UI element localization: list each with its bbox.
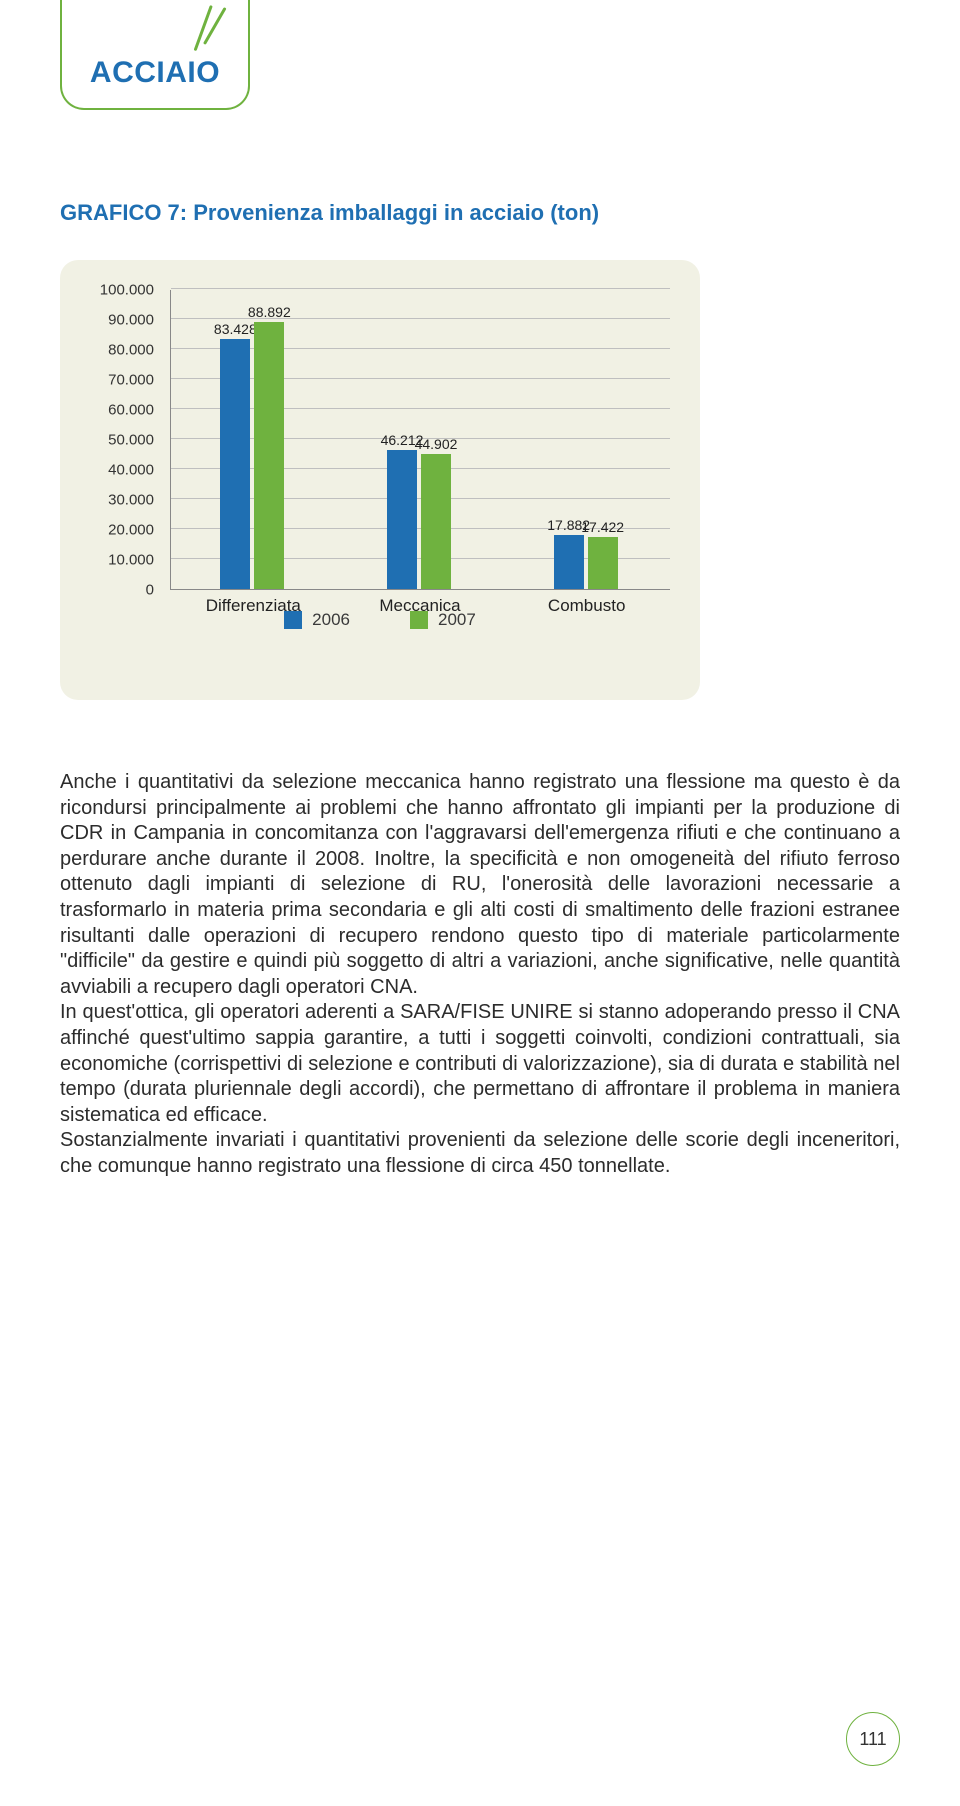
y-tick-label: 10.000 [108, 552, 154, 569]
y-tick-label: 30.000 [108, 492, 154, 509]
bar-group: 46.21244.902 [387, 450, 451, 589]
legend-swatch [410, 611, 428, 629]
y-tick-label: 80.000 [108, 342, 154, 359]
tab-label: ACCIAIO [90, 56, 220, 90]
bar-value-label: 83.428 [214, 321, 257, 337]
bar-2007: 17.422 [588, 537, 618, 589]
chart-container: 100.000 90.000 80.000 70.000 60.000 50.000 40.… [60, 260, 700, 700]
bar-group: 83.42888.892 [220, 322, 284, 589]
bar-2006: 46.212 [387, 450, 417, 589]
bar-value-label: 44.902 [415, 436, 458, 452]
y-tick-label: 20.000 [108, 522, 154, 539]
y-tick-label: 90.000 [108, 312, 154, 329]
bar-value-label: 17.422 [581, 519, 624, 535]
gridline [171, 288, 670, 289]
gridline [171, 318, 670, 319]
legend-item: 2006 [284, 610, 350, 630]
y-tick-label: 0 [146, 582, 154, 599]
y-axis: 100.00090.00080.00070.00060.00050.00040.… [90, 290, 162, 590]
body-paragraph: Sostanzialmente invariati i quantitativi… [60, 1128, 900, 1179]
bar-2006: 83.428 [220, 339, 250, 589]
tab-decor-icon [190, 5, 240, 55]
y-tick-label: 50.000 [108, 432, 154, 449]
y-tick-label: 70.000 [108, 372, 154, 389]
legend-label: 2006 [312, 610, 350, 630]
body-paragraph: Anche i quantitativi da selezione meccan… [60, 770, 900, 1000]
bar-2006: 17.882 [554, 535, 584, 589]
bar-group: 17.88217.422 [554, 535, 618, 589]
page-number: 111 [846, 1712, 900, 1766]
plot-area: 83.42888.89246.21244.90217.88217.422 [170, 290, 670, 590]
y-tick-label: 100.000 [100, 282, 154, 299]
legend-item: 2007 [410, 610, 476, 630]
chart-title: GRAFICO 7: Provenienza imballaggi in acc… [60, 200, 599, 226]
chart-legend: 2006 2007 [60, 610, 700, 630]
bar-2007: 44.902 [421, 454, 451, 589]
body-text: Anche i quantitativi da selezione meccan… [60, 770, 900, 1180]
y-tick-label: 40.000 [108, 462, 154, 479]
bar-2007: 88.892 [254, 322, 284, 589]
section-tab: ACCIAIO [60, 0, 250, 110]
legend-swatch [284, 611, 302, 629]
body-paragraph: In quest'ottica, gli operatori aderenti … [60, 1000, 900, 1128]
legend-label: 2007 [438, 610, 476, 630]
page-number-value: 111 [859, 1729, 886, 1750]
bar-value-label: 88.892 [248, 304, 291, 320]
y-tick-label: 60.000 [108, 402, 154, 419]
chart-area: 100.00090.00080.00070.00060.00050.00040.… [90, 290, 670, 590]
